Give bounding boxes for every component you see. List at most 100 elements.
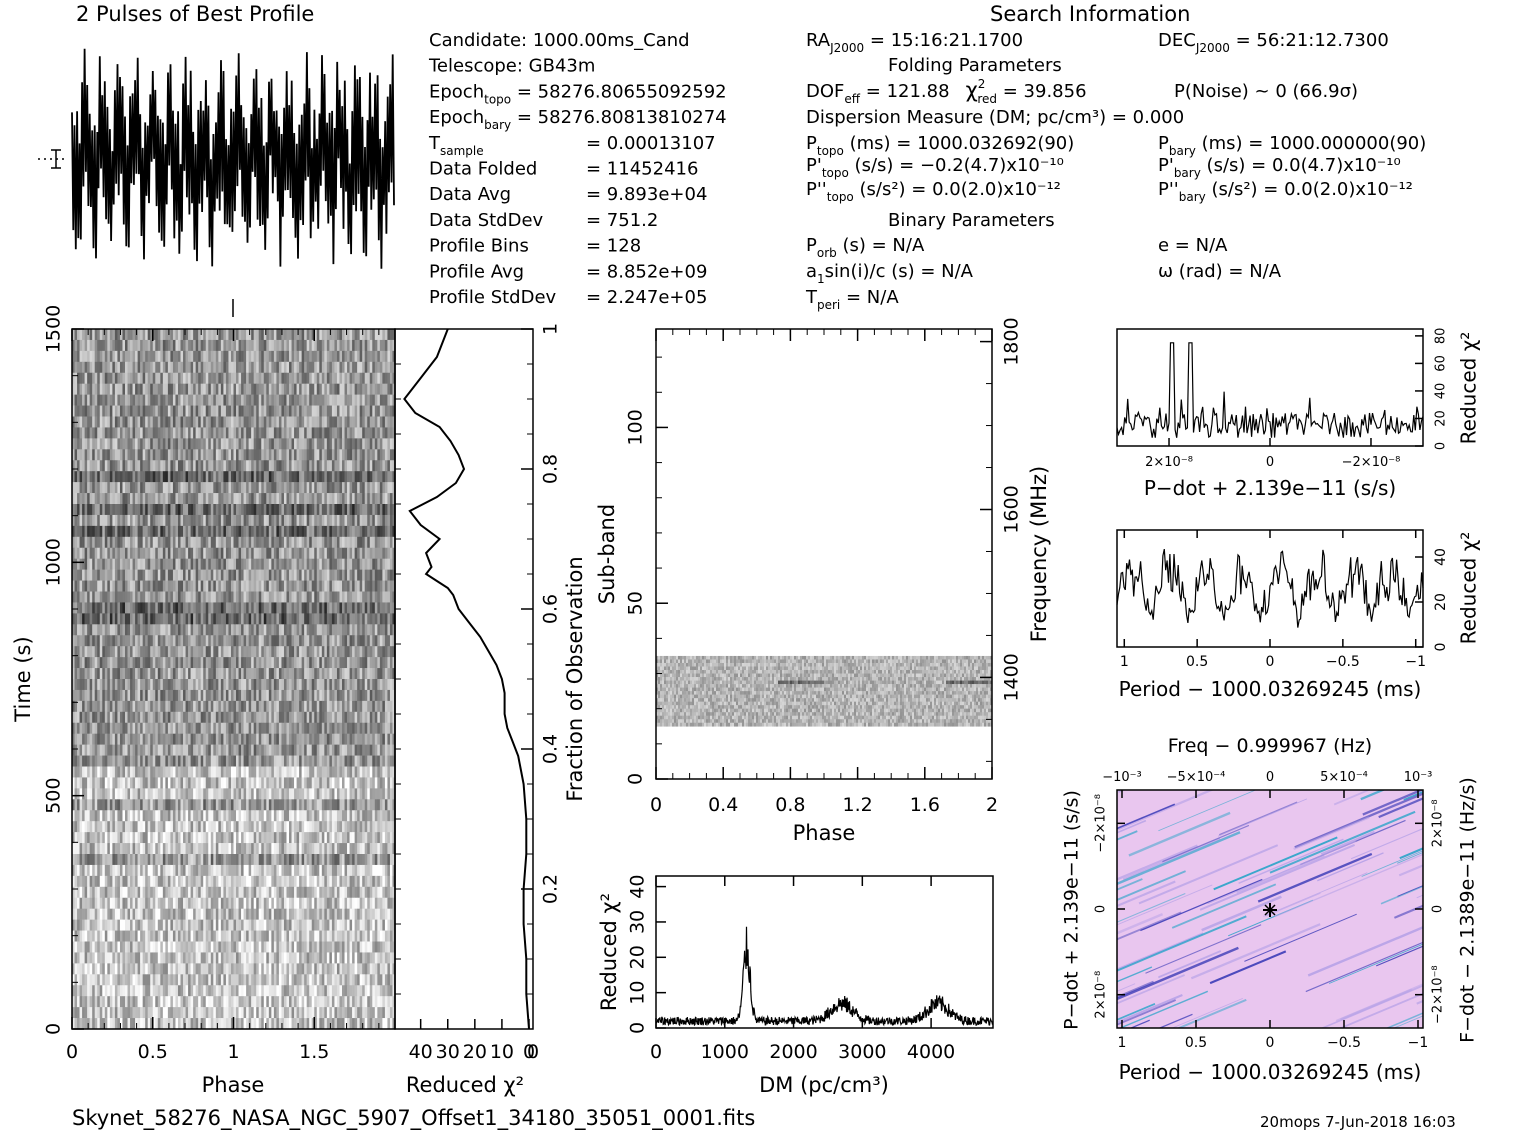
time-phase-cell [122,602,126,614]
time-phase-cell [200,339,204,352]
time-phase-cell [180,514,184,527]
time-phase-cell [135,635,138,647]
time-phase-cell [127,569,131,581]
time-phase-cell [236,525,239,538]
time-phase-cell [316,711,320,724]
time-phase-cell [157,657,161,669]
time-phase-cell [379,514,383,527]
time-phase-cell [157,383,161,395]
time-phase-cell [372,438,376,450]
time-phase-cell [114,449,118,461]
time-phase-cell [177,558,181,570]
time-phase-cell [72,460,75,472]
time-phase-cell [389,547,393,559]
time-phase-cell [329,624,333,636]
time-phase-cell [291,646,295,658]
time-phase-cell [198,514,201,527]
time-phase-cell [389,493,393,505]
time-phase-cell [82,350,85,363]
time-phase-cell [294,449,297,461]
time-phase-cell [357,722,360,734]
time-phase-cell [208,493,212,505]
time-phase-cell [223,591,227,603]
time-phase-cell [362,339,366,352]
time-phase-cell [102,350,106,363]
time-phase-cell [112,329,116,341]
time-phase-cell [82,449,85,461]
time-phase-cell [344,679,348,691]
time-phase-cell [336,383,340,395]
time-phase-cell [165,613,169,625]
time-phase-cell [208,482,212,494]
time-phase-cell [349,722,353,734]
time-phase-cell [301,613,305,625]
time-phase-cell [119,536,123,549]
time-phase-cell [236,558,239,570]
time-phase-cell [359,438,363,450]
time-phase-cell [271,700,275,713]
time-phase-cell [281,536,285,549]
time-phase-cell [263,558,267,570]
time-phase-cell [175,405,179,417]
time-phase-cell [104,536,108,549]
time-phase-cell [220,679,224,691]
time-phase-cell [200,405,204,417]
time-phase-cell [223,613,227,625]
time-phase-cell [352,471,355,483]
time-phase-cell [124,711,128,724]
time-phase-cell [316,679,320,691]
time-phase-cell [362,525,366,538]
time-phase-cell [296,525,300,538]
time-phase-cell [278,514,282,527]
time-phase-cell [142,536,146,549]
time-phase-cell [384,339,388,352]
time-phase-cell [246,350,249,363]
time-phase-cell [253,602,257,614]
time-phase-cell [372,722,376,734]
time-phase-cell [261,361,265,374]
time-phase-cell [107,733,111,745]
time-phase-cell [208,383,212,395]
time-phase-cell [175,471,179,483]
time-phase-cell [172,635,176,647]
time-phase-cell [248,711,252,724]
time-phase-cell [392,438,395,450]
time-phase-cell [377,635,381,647]
time-phase-cell [82,329,85,341]
time-phase-cell [286,482,290,494]
time-phase-cell [104,471,108,483]
time-phase-cell [283,744,287,756]
time-phase-cell [379,689,383,702]
time-phase-cell [172,569,176,581]
time-phase-cell [213,493,217,505]
time-phase-cell [167,525,171,538]
time-phase-cell [369,329,373,341]
time-phase-cell [286,602,290,614]
time-phase-cell [84,700,88,713]
time-phase-cell [170,733,174,745]
time-phase-cell [193,471,196,483]
time-phase-cell [364,460,368,472]
time-phase-cell [246,339,249,352]
time-phase-cell [339,635,343,647]
time-phase-cell [172,679,176,691]
time-phase-cell [167,514,171,527]
time-phase-cell [84,689,88,702]
time-phase-cell [258,668,262,680]
time-phase-cell [324,372,328,384]
time-phase-cell [241,602,244,614]
time-phase-cell [349,493,353,505]
time-phase-cell [281,733,285,745]
time-phase-cell [119,613,123,625]
time-phase-cell [321,329,325,341]
time-phase-cell [253,416,257,428]
info-row: Candidate: 1000.00ms_Cand [429,30,690,51]
time-phase-cell [190,679,194,691]
time-phase-cell [291,514,295,527]
time-phase-cell [296,744,300,756]
time-phase-cell [117,711,121,724]
time-phase-cell [160,700,164,713]
porb-line: Porb (s) = N/A [806,235,925,260]
time-phase-cell [137,602,141,614]
time-phase-cell [72,700,75,713]
